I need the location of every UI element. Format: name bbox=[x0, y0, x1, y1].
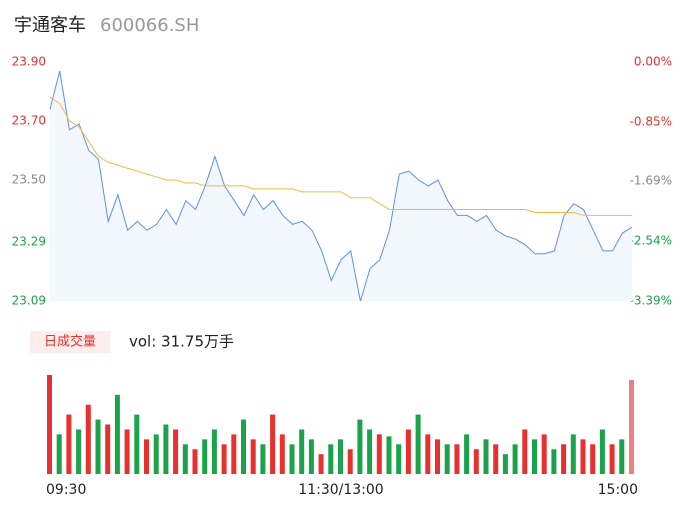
volume-bar bbox=[619, 439, 625, 474]
price-area bbox=[50, 70, 632, 301]
volume-bar bbox=[425, 434, 431, 474]
y-tick-label: 23.70 bbox=[12, 114, 46, 128]
y-tick-label: 23.29 bbox=[12, 234, 46, 248]
y2-tick-label: -2.54% bbox=[630, 234, 672, 248]
volume-bar bbox=[541, 434, 547, 474]
volume-bar bbox=[386, 436, 392, 474]
volume-badge bbox=[30, 331, 110, 353]
volume-bar bbox=[47, 375, 52, 474]
volume-bar bbox=[163, 424, 169, 474]
y-tick-label: 23.90 bbox=[12, 55, 46, 69]
volume-bar bbox=[444, 444, 450, 474]
volume-bar bbox=[570, 434, 576, 474]
volume-bar bbox=[629, 379, 634, 474]
volume-bar bbox=[221, 444, 227, 474]
volume-bar bbox=[396, 444, 402, 474]
volume-bar bbox=[124, 429, 130, 474]
x-tick-label: 11:30/13:00 bbox=[298, 482, 383, 498]
y-tick-label: 23.50 bbox=[12, 173, 46, 187]
volume-bar bbox=[153, 434, 159, 474]
volume-bar bbox=[473, 449, 479, 474]
volume-bar bbox=[95, 419, 101, 474]
volume-bar bbox=[299, 429, 305, 474]
volume-bar bbox=[599, 429, 605, 474]
volume-bar bbox=[231, 434, 237, 474]
volume-bar bbox=[338, 439, 343, 474]
price-line bbox=[49, 70, 633, 302]
volume-bar bbox=[561, 444, 567, 474]
volume-bar bbox=[367, 429, 373, 474]
volume-bar bbox=[454, 444, 460, 474]
volume-bar bbox=[289, 444, 295, 474]
volume-bar bbox=[308, 439, 314, 474]
volume-bar bbox=[241, 419, 246, 474]
volume-bar bbox=[493, 444, 499, 474]
volume-bar bbox=[464, 434, 470, 474]
volume-bar bbox=[415, 414, 421, 474]
volume-bar bbox=[211, 429, 217, 474]
volume-bar bbox=[66, 414, 72, 474]
y2-tick-label: -1.69% bbox=[630, 174, 672, 188]
stock-code: 600066.SH bbox=[100, 15, 199, 36]
volume-bar bbox=[270, 414, 276, 474]
volume-bar bbox=[522, 429, 528, 474]
volume-bar bbox=[405, 429, 411, 474]
volume-bar bbox=[502, 454, 508, 474]
volume-bar bbox=[532, 439, 537, 474]
volume-bar bbox=[357, 419, 363, 474]
volume-bar bbox=[347, 449, 353, 474]
volume-bar bbox=[114, 394, 120, 474]
volume-bar bbox=[105, 424, 111, 474]
y2-tick-label: -3.39% bbox=[630, 294, 672, 308]
volume-bar bbox=[182, 444, 188, 474]
volume-bar bbox=[609, 444, 615, 474]
average-line bbox=[49, 96, 632, 216]
volume-bar bbox=[580, 439, 586, 474]
volume-bar bbox=[250, 439, 256, 474]
stock-name: 宇通客车 bbox=[14, 15, 86, 36]
volume-bar bbox=[435, 439, 440, 474]
volume-bar bbox=[173, 429, 179, 474]
volume-bar bbox=[192, 449, 198, 474]
x-tick-label: 15:00 bbox=[598, 482, 638, 498]
volume-bar bbox=[144, 439, 149, 474]
volume-bar bbox=[328, 444, 334, 474]
volume-bar bbox=[483, 439, 489, 474]
y2-tick-label: -0.85% bbox=[630, 114, 672, 128]
volume-bar bbox=[376, 434, 382, 474]
volume-bar bbox=[512, 444, 518, 474]
volume-bar bbox=[202, 439, 208, 474]
volume-bar bbox=[318, 454, 324, 474]
volume-bar bbox=[134, 414, 140, 474]
volume-bar bbox=[279, 434, 285, 474]
y-tick-label: 23.09 bbox=[12, 294, 46, 308]
volume-total: vol: 31.75万手 bbox=[129, 333, 234, 351]
volume-label: 日成交量 bbox=[44, 334, 96, 350]
y2-tick-label: 0.00% bbox=[634, 55, 672, 69]
volume-bar bbox=[551, 449, 557, 474]
volume-bar bbox=[85, 404, 91, 474]
volume-bar bbox=[76, 429, 82, 474]
volume-bar bbox=[590, 444, 596, 474]
x-tick-label: 09:30 bbox=[46, 482, 86, 498]
volume-bar bbox=[56, 434, 62, 474]
volume-bar bbox=[260, 444, 266, 474]
